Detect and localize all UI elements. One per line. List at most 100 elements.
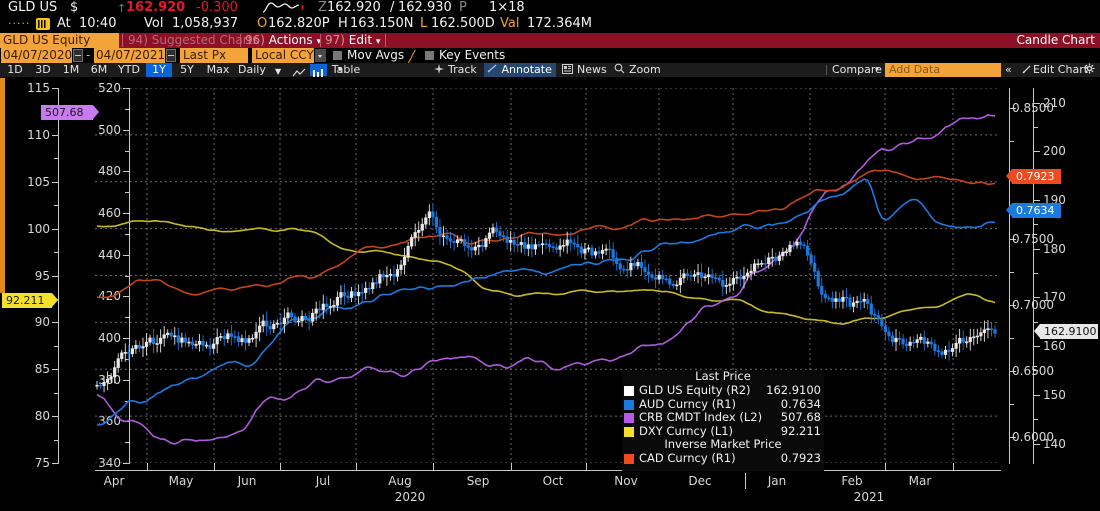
chart-type-label: Candle Chart — [1016, 33, 1095, 47]
period-1m[interactable]: 1M — [62, 63, 80, 76]
axis-label-L1-80: 80 — [34, 409, 50, 423]
options-toolbar: 04/07/2020 - 04/07/2021 Last Px Local CC… — [0, 48, 1100, 64]
tick-minor-L1 — [54, 205, 58, 206]
compare-dropdown-icon[interactable]: • — [874, 64, 880, 75]
period-max[interactable]: Max — [206, 63, 230, 76]
tick-R2-200 — [1034, 151, 1040, 152]
suggested-charts-label: Suggested Charts — [151, 33, 259, 47]
xtick-Aug — [433, 463, 434, 470]
period-1y[interactable]: 1Y — [146, 63, 172, 77]
price-type-select[interactable]: Last Px — [180, 48, 248, 63]
edit-chart-button[interactable]: Edit Chart — [1033, 63, 1089, 76]
bar-chart-icon[interactable] — [36, 18, 50, 30]
tick-minor-L1 — [54, 252, 58, 253]
tick-R2-160 — [1034, 346, 1040, 347]
tick-L1-85 — [52, 369, 58, 370]
bar-chart-icon-toggle[interactable] — [310, 64, 327, 77]
ticker-input[interactable]: GLD US Equity — [0, 33, 119, 48]
currency-mode-select[interactable]: Local CCY — [252, 48, 314, 63]
suggested-charts-number: 94) — [128, 33, 148, 47]
tick-minor-L1 — [54, 158, 58, 159]
tick-minor-L1 — [54, 346, 58, 347]
tick-minor-R1 — [1010, 338, 1014, 339]
year-divider — [745, 473, 746, 489]
period-5y[interactable]: 5Y — [180, 63, 194, 76]
xlabel-Jul: Jul — [315, 474, 331, 488]
tick-L1-105 — [52, 182, 58, 183]
period-6m[interactable]: 6M — [90, 63, 108, 76]
sparkline-icon — [261, 0, 307, 20]
compare-button[interactable]: Compare — [832, 63, 882, 76]
open-label: O — [257, 16, 268, 31]
calendar-to-icon[interactable] — [166, 49, 176, 62]
annotate-button[interactable]: Annotate — [484, 63, 556, 77]
key-events-checkbox[interactable] — [425, 51, 434, 60]
tick-L2-400 — [123, 338, 129, 339]
date-from-input[interactable]: 04/07/2020 — [1, 48, 73, 63]
axis-label-L1-115: 115 — [27, 81, 50, 95]
chevron-down-icon: ▾ — [316, 37, 321, 47]
legend-series-value: 0.7634 — [780, 396, 821, 411]
main-toolbar: GLD US Equity 94) Suggested Charts 96) A… — [0, 33, 1100, 48]
tick-L1-75 — [52, 463, 58, 464]
tick-minor-R1 — [1010, 141, 1014, 142]
collapse-icon[interactable]: « — [1005, 63, 1012, 76]
chart-plot-area[interactable] — [95, 88, 1000, 463]
tick-R2-180 — [1034, 249, 1040, 250]
tick-minor-L1 — [54, 440, 58, 441]
gear-icon[interactable] — [1084, 63, 1095, 77]
news-icon[interactable] — [562, 63, 573, 77]
period-3d[interactable]: 3D — [35, 63, 51, 76]
edit-menu-button[interactable]: 97) Edit ▾ — [325, 33, 380, 48]
news-button[interactable]: News — [577, 63, 607, 76]
open-value: 162.820P — [268, 16, 330, 31]
tick-minor-L2 — [125, 234, 129, 235]
pencil-icon[interactable] — [1022, 63, 1032, 77]
date-to-input[interactable]: 04/07/2021 — [94, 48, 166, 63]
axis-label-R2-160: 160 — [1043, 339, 1066, 353]
toolbar-divider-3 — [320, 34, 321, 47]
tick-minor-L2 — [125, 401, 129, 402]
zoom-button[interactable]: Zoom — [629, 63, 661, 76]
axis-label-R2-150: 150 — [1043, 388, 1066, 402]
tick-R2-210 — [1034, 103, 1040, 104]
track-icon[interactable] — [433, 63, 445, 77]
axis-label-L2-460: 460 — [98, 206, 121, 220]
value-flag-0.7923: 0.7923 — [1006, 169, 1061, 184]
tick-minor-R1 — [1010, 272, 1014, 273]
line-chart-icon[interactable] — [291, 64, 308, 77]
currency-dropdown-icon[interactable] — [315, 49, 326, 62]
flag-pointer — [93, 105, 99, 119]
mov-avgs-checkbox[interactable] — [333, 51, 342, 60]
interval-select[interactable]: Daily — [238, 63, 266, 76]
table-button[interactable]: Table — [331, 63, 361, 76]
flag-pointer — [1006, 203, 1012, 217]
toolbar-divider-4 — [385, 34, 386, 47]
period-ytd[interactable]: YTD — [118, 63, 140, 76]
actions-menu-button[interactable]: 96) Actions ▾ — [245, 33, 321, 48]
legend-secondary-rows: CAD Curncy (R1) 0.7923 — [622, 451, 824, 466]
xtick-Oct — [586, 463, 587, 470]
xlabel-Jan: Jan — [767, 474, 787, 488]
value-flag-92.211: 92.211 — [2, 293, 58, 308]
calendar-from-icon[interactable] — [73, 49, 83, 62]
magnifier-icon[interactable] — [614, 63, 625, 77]
vol-value: 1,058,937 — [172, 16, 239, 31]
legend-rows: GLD US Equity (R2) 162.9100 AUD Curncy (R1… — [622, 383, 824, 438]
tick-minor-R2 — [1034, 419, 1038, 420]
chart-type-more-button[interactable]: ▾ — [337, 65, 343, 75]
legend-item: CAD Curncy (R1) 0.7923 — [622, 451, 824, 466]
tick-R2-190 — [1034, 200, 1040, 201]
axis-label-L2-340: 340 — [98, 456, 121, 470]
xlabel-Apr: Apr — [103, 474, 125, 488]
legend-item: AUD Curncy (R1) 0.7634 — [622, 396, 824, 412]
left-highlight-strip — [0, 78, 5, 293]
add-data-placeholder: Add Data — [889, 63, 941, 76]
quote-row-secondary: ····· At 10:40 Vol 1,058,937 O 162.820P … — [0, 16, 1100, 32]
xlabel-Sep: Sep — [466, 474, 490, 488]
add-data-input[interactable]: Add Data — [885, 63, 1001, 77]
period-1d[interactable]: 1D — [7, 63, 23, 76]
suggested-charts-button[interactable]: 94) Suggested Charts — [128, 33, 259, 48]
tick-L2-500 — [123, 130, 129, 131]
track-button[interactable]: Track — [448, 63, 477, 76]
